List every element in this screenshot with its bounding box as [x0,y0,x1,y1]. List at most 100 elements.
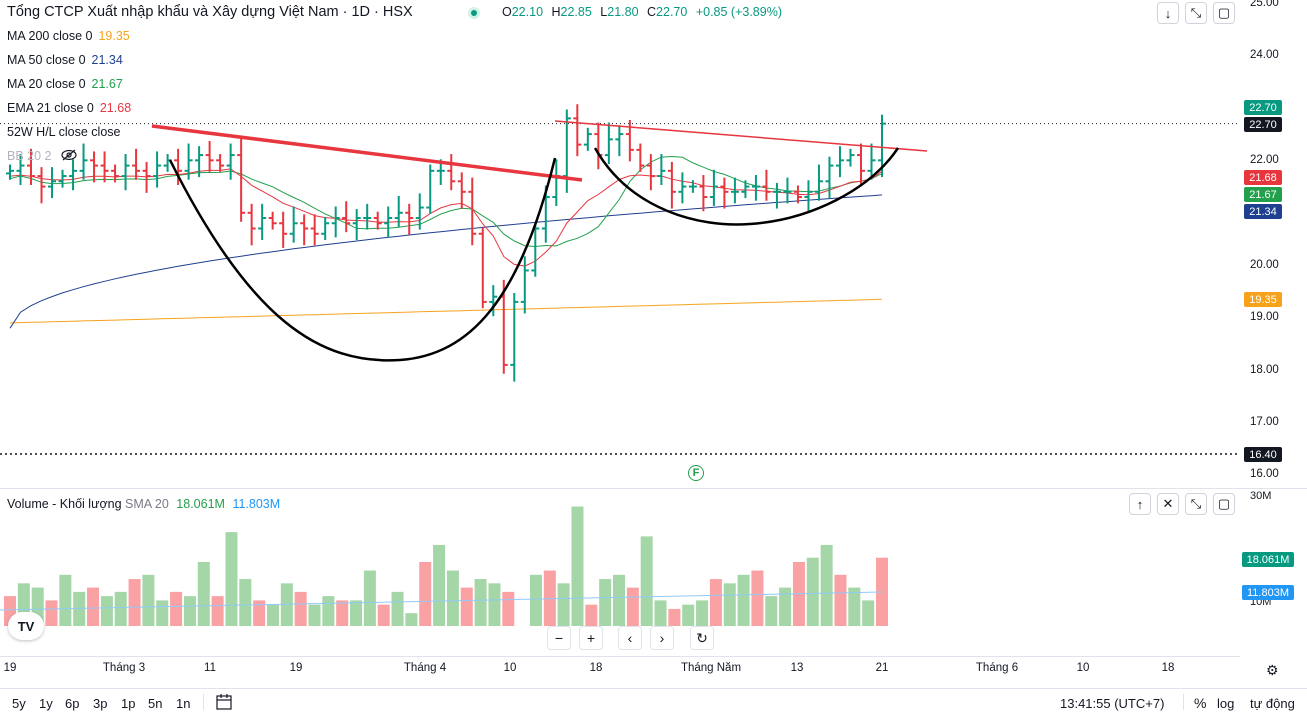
time-tick: Tháng 4 [403,662,447,674]
collapse-icon[interactable]: ⤡ [1185,2,1207,24]
volume-tick: 30M [1250,490,1272,502]
legend-ma50[interactable]: MA 50 close 0 21.34 [7,53,123,67]
scroll-right-icon[interactable]: › [650,626,674,650]
legend-52w[interactable]: 52W H/L close close [7,125,121,139]
calendar-icon[interactable] [216,694,234,715]
auto-toggle[interactable]: tự động [1250,696,1295,711]
zoom-in-icon[interactable]: + [579,626,603,650]
volume-bar [142,574,155,626]
ohlc-bar [394,195,403,227]
ohlc-bar [373,211,382,230]
reset-icon[interactable]: ↻ [690,626,714,650]
bottom-divider [203,694,204,710]
legend-ma200[interactable]: MA 200 close 0 19.35 [7,29,130,43]
period-1m[interactable]: 1p [121,696,136,711]
ohlc-bar [531,222,540,277]
ohlc-bar [342,201,351,233]
price-chart[interactable] [0,0,1240,488]
time-tick: 13 [790,662,804,674]
legend-ma20[interactable]: MA 20 close 0 21.67 [7,77,123,91]
ohlc-bar [667,161,676,209]
legend-bb[interactable]: BB 20 2 [7,149,83,164]
ma200-line [9,298,883,324]
ohlc-bar [751,175,760,201]
ohlc-bar [594,122,603,170]
ohlc-bar [205,140,214,172]
ohlc-bar [216,154,225,172]
volume-bar [114,591,127,626]
scroll-left-icon[interactable]: ‹ [618,626,642,650]
last-price-tag: 22.70 [1244,100,1282,115]
symbol-title[interactable]: Tổng CTCP Xuất nhập khẩu và Xây dựng Việ… [7,4,413,20]
hidden-eye-icon[interactable] [61,149,77,164]
bottom-divider [1183,694,1184,710]
close-icon[interactable]: ✕ [1157,493,1179,515]
ohlc-bar [573,104,582,157]
ohlc-bar [121,154,130,191]
ohlc-bar [100,151,109,183]
volume-bar [848,587,861,626]
zoom-out-icon[interactable]: − [547,626,571,650]
volume-bar [682,604,695,626]
ohlc-bar [184,143,193,180]
volume-bar [626,587,639,626]
settings-gear-icon[interactable]: ⚙ [1266,662,1279,678]
price-tick: 18.00 [1250,364,1279,376]
volume-bar [502,591,515,626]
period-5y[interactable]: 5y [12,696,26,711]
volume-chart[interactable] [0,488,1240,658]
time-tick: 10 [1076,662,1090,674]
ohlc-bar [720,177,729,209]
52w-high-tag: 22.70 [1244,117,1282,132]
pane-divider[interactable] [0,488,1307,489]
ohlc-bar [289,206,298,243]
volume-bar [599,579,612,626]
ohlc-bar [111,164,120,183]
period-3m[interactable]: 3p [93,696,108,711]
period-5d[interactable]: 5n [148,696,163,711]
cup-curve-2 [593,147,900,226]
volume-bar [668,608,681,626]
ohlc-bar [489,285,498,317]
volume-bar [419,562,432,626]
ohlc-bar [730,177,739,204]
volume-bar [45,600,58,626]
volume-bar [779,587,792,626]
ohlc-bar [762,169,771,201]
volume-bar [862,600,875,626]
ohlc-bar [741,180,750,199]
volume-legend[interactable]: Volume - Khối lượng SMA 20 18.061M 11.80… [7,497,281,511]
time-tick: 10 [503,662,517,674]
volume-bar [585,604,598,626]
maximize-pane-icon[interactable]: ▢ [1213,493,1235,515]
volume-bar [128,579,141,626]
move-down-icon[interactable]: ↓ [1157,2,1179,24]
volume-bar [308,604,321,626]
volume-bar [405,613,418,626]
collapse-pane-icon[interactable]: ⤡ [1185,493,1207,515]
volume-bar [543,570,556,626]
ohlc-bar [825,156,834,199]
percent-toggle[interactable]: % [1194,695,1207,711]
log-toggle[interactable]: log [1217,696,1235,711]
time-tick: Tháng 6 [975,662,1019,674]
period-1d[interactable]: 1n [176,696,191,711]
financials-marker[interactable]: F [688,465,704,481]
volume-bar [377,604,390,626]
period-6m[interactable]: 6p [65,696,80,711]
ohlc-bar [520,256,529,314]
period-1y[interactable]: 1y [39,696,53,711]
legend-ema21[interactable]: EMA 21 close 0 21.68 [7,101,132,115]
ohlc-bar [331,206,340,238]
move-up-icon[interactable]: ↑ [1129,493,1151,515]
trend-line-2 [554,120,928,152]
ohlc-bar [142,161,151,193]
clock-timezone[interactable]: 13:41:55 (UTC+7) [1060,696,1165,711]
ohlc-bar [835,146,844,178]
tradingview-logo[interactable]: TV [8,612,44,640]
maximize-icon[interactable]: ▢ [1213,2,1235,24]
time-tick: 11 [204,662,216,674]
ma20-tag: 21.67 [1244,187,1282,202]
volume-bar [433,544,446,626]
ohlc-bar [699,175,708,212]
